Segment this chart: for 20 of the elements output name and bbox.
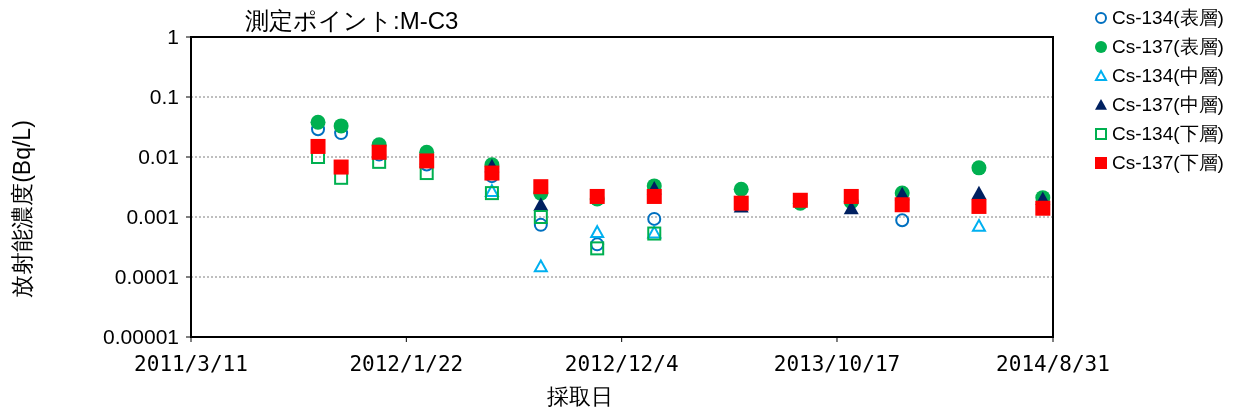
- y-axis-title: 放射能濃度(Bq/L): [8, 120, 35, 298]
- x-tick-label: 2014/8/31: [996, 351, 1110, 376]
- legend-label: Cs-134(下層): [1112, 123, 1224, 144]
- y-tick-label: 0.00001: [103, 325, 179, 349]
- legend-label: Cs-137(表層): [1112, 36, 1224, 57]
- legend-label: Cs-137(下層): [1112, 152, 1224, 173]
- legend-label: Cs-137(中層): [1112, 94, 1224, 115]
- x-axis-title: 採取日: [547, 384, 613, 409]
- x-tick-label: 2012/12/4: [564, 351, 679, 376]
- x-tick-label: 2013/10/17: [773, 351, 901, 376]
- y-tick-label: 0.1: [149, 85, 179, 109]
- legend-label: Cs-134(表層): [1112, 7, 1224, 28]
- legend-label: Cs-134(中層): [1112, 65, 1224, 86]
- x-tick-label: 2012/1/22: [349, 351, 464, 376]
- y-tick-label: 0.0001: [114, 265, 179, 289]
- y-tick-label: 0.01: [138, 145, 179, 169]
- chart-title: 測定ポイント:M-C3: [245, 7, 459, 34]
- y-tick-label: 0.001: [126, 205, 179, 229]
- x-tick-label: 2011/3/11: [134, 351, 248, 376]
- y-tick-label: 1: [167, 25, 179, 49]
